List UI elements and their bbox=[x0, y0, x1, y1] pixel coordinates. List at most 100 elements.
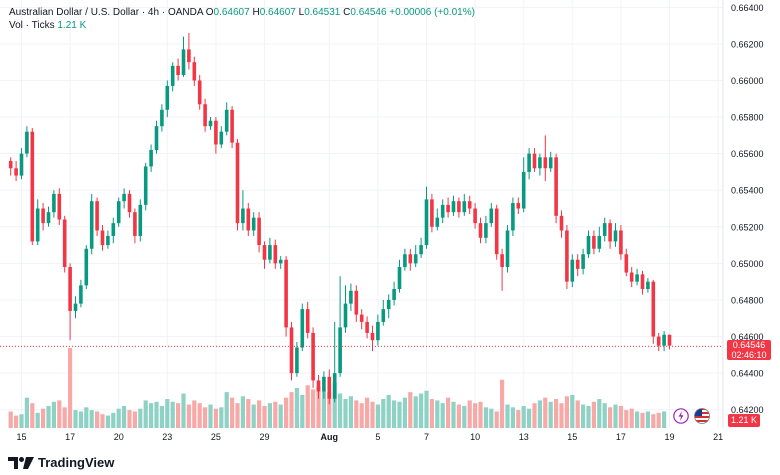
volume-bar bbox=[343, 399, 348, 428]
candle-body bbox=[462, 201, 467, 213]
volume-bar bbox=[219, 407, 224, 428]
candle-body bbox=[251, 217, 256, 231]
candle-body bbox=[554, 157, 558, 216]
volume-bar bbox=[581, 404, 586, 428]
legend-symbol-line: Australian Dollar / U.S. Dollar · 4h · O… bbox=[9, 7, 475, 18]
volume-bar bbox=[608, 407, 613, 428]
tradingview-brand[interactable]: TradingView bbox=[8, 455, 114, 470]
candle-body bbox=[451, 201, 456, 213]
volume-bar bbox=[138, 408, 143, 428]
candle-body bbox=[203, 104, 207, 127]
volume-bar bbox=[321, 390, 326, 428]
candle bbox=[457, 197, 461, 218]
candle-body bbox=[656, 336, 661, 346]
x-tick-label: 17 bbox=[65, 432, 75, 442]
volume-bar bbox=[14, 415, 19, 428]
volume-bar bbox=[127, 410, 132, 428]
candle bbox=[230, 106, 234, 149]
candle-body bbox=[667, 334, 672, 346]
last-price-tag: 0.64546 02:46:10 bbox=[727, 340, 771, 361]
volume-label[interactable]: Vol · Ticks bbox=[9, 20, 55, 31]
candle-body bbox=[548, 157, 553, 169]
x-tick-label: 23 bbox=[162, 432, 172, 442]
x-tick-label: 10 bbox=[470, 432, 480, 442]
volume-bar bbox=[8, 411, 13, 428]
volume-bar bbox=[230, 397, 235, 428]
tradingview-logo-icon bbox=[8, 456, 34, 469]
candle-body bbox=[640, 274, 645, 289]
candle bbox=[30, 128, 35, 246]
candle-body bbox=[25, 131, 29, 154]
volume-bar bbox=[262, 405, 267, 428]
candle-body bbox=[440, 204, 445, 218]
volume-bar bbox=[483, 407, 488, 428]
volume-bar bbox=[635, 411, 640, 428]
candle bbox=[397, 259, 402, 293]
candle bbox=[192, 56, 197, 86]
candle-body bbox=[494, 208, 499, 255]
candle-body bbox=[581, 254, 585, 269]
candle-body bbox=[224, 109, 229, 132]
volume-bar bbox=[402, 397, 407, 428]
candle bbox=[430, 193, 434, 233]
candle-body bbox=[19, 153, 24, 176]
price-axis[interactable]: 0.66400 0.66200 0.66000 0.65800 0.65600 0.654… bbox=[722, 0, 764, 428]
grid bbox=[0, 0, 723, 428]
candle bbox=[376, 314, 380, 346]
volume-bar bbox=[284, 397, 289, 428]
candle bbox=[451, 195, 456, 216]
candle bbox=[365, 316, 369, 339]
candle bbox=[548, 151, 553, 172]
candle-body bbox=[538, 157, 542, 169]
us-flag-icon[interactable] bbox=[694, 408, 710, 424]
candle bbox=[386, 294, 391, 319]
candle-body bbox=[575, 259, 580, 269]
candle-body bbox=[349, 290, 353, 304]
candle bbox=[570, 254, 575, 288]
candle bbox=[392, 281, 396, 306]
y-tick-label: 0.66200 bbox=[731, 39, 764, 49]
y-tick-label: 0.65600 bbox=[731, 149, 764, 159]
volume-bar bbox=[365, 397, 370, 428]
candle-body bbox=[300, 309, 305, 348]
candle bbox=[257, 212, 261, 253]
volume-bar bbox=[586, 405, 591, 428]
candle-body bbox=[181, 49, 186, 75]
legend-volume-line: Vol · Ticks 1.21 K bbox=[9, 20, 86, 31]
y-tick-label: 0.64400 bbox=[731, 369, 764, 379]
lightning-icon[interactable] bbox=[673, 408, 689, 424]
time-axis[interactable]: 15 17 20 23 25 29 Aug 5 7 10 13 15 17 19 21 bbox=[16, 432, 723, 442]
brand-name: TradingView bbox=[38, 455, 115, 470]
candle bbox=[295, 342, 299, 377]
candle-body bbox=[100, 230, 105, 246]
candle-body bbox=[602, 223, 607, 236]
candle bbox=[462, 193, 467, 216]
candle bbox=[635, 268, 639, 286]
candle-body bbox=[170, 65, 175, 86]
candle bbox=[613, 223, 618, 247]
candle bbox=[667, 334, 672, 350]
candle-body bbox=[79, 285, 83, 304]
candle bbox=[586, 230, 591, 258]
candle-body bbox=[570, 259, 575, 282]
candle bbox=[35, 199, 40, 246]
candle bbox=[262, 241, 267, 269]
candle-body bbox=[365, 321, 369, 333]
candle bbox=[300, 303, 305, 352]
candle bbox=[122, 188, 126, 209]
volume-bar bbox=[624, 410, 629, 428]
x-tick-label: 13 bbox=[519, 432, 529, 442]
x-tick-label: 21 bbox=[713, 432, 723, 442]
volume-bar bbox=[181, 393, 186, 428]
candle bbox=[354, 285, 359, 322]
volume-bar bbox=[548, 401, 553, 428]
candle-body bbox=[35, 208, 40, 242]
volume-bar bbox=[338, 393, 343, 428]
candle-body bbox=[521, 171, 526, 209]
volume-bar bbox=[456, 404, 461, 428]
candle-body bbox=[359, 314, 364, 322]
symbol-title[interactable]: Australian Dollar / U.S. Dollar · 4h · O… bbox=[9, 7, 203, 18]
candle bbox=[343, 285, 348, 333]
